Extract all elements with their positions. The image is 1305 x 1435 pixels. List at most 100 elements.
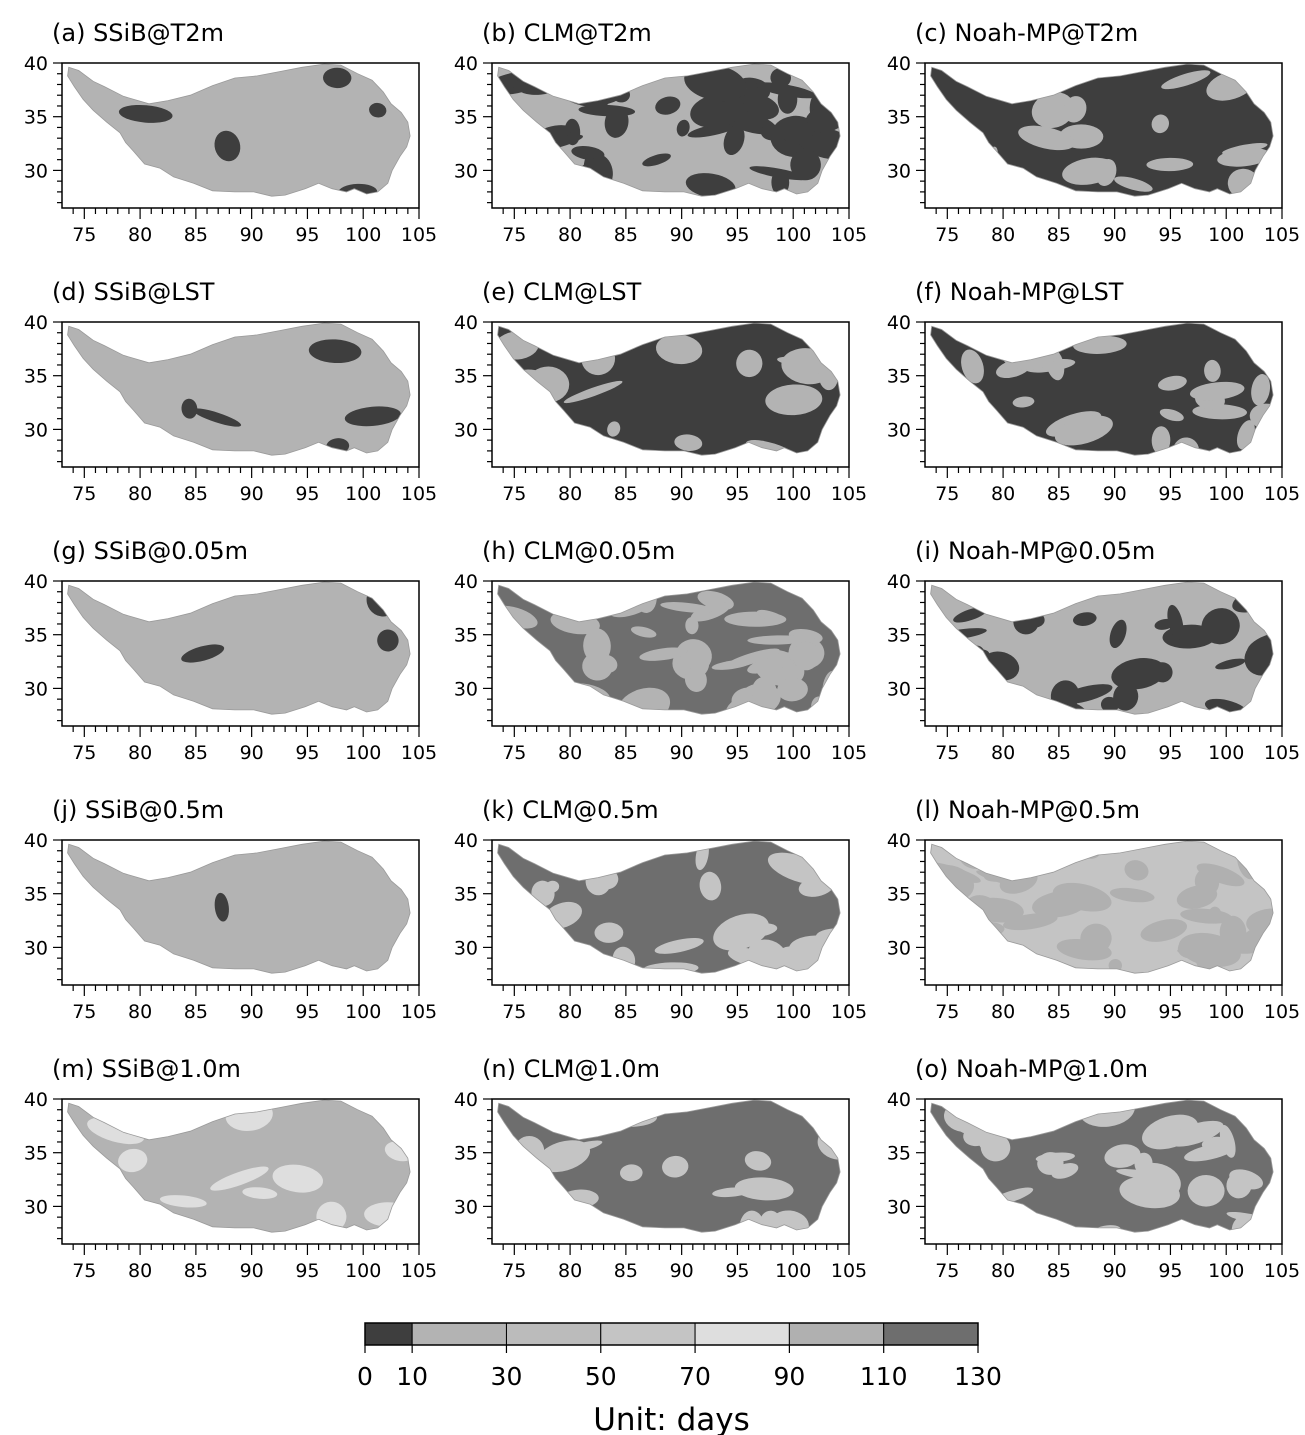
x-tick-label: 100 bbox=[775, 1260, 811, 1282]
x-tick-label: 75 bbox=[502, 224, 526, 246]
field-patch bbox=[1253, 690, 1274, 715]
field-patch bbox=[497, 694, 537, 709]
panel-title: (o) Noah-MP@1.0m bbox=[915, 1055, 1148, 1083]
field-patch bbox=[581, 340, 596, 354]
field-patch bbox=[369, 102, 387, 118]
map-panel: (k) CLM@0.5m 75 80 85 90 95 100 105 40 35 30 bbox=[454, 796, 867, 1023]
field-patch bbox=[1031, 92, 1075, 129]
plateau-outline bbox=[930, 63, 1274, 197]
x-tick-label: 75 bbox=[72, 224, 96, 246]
field-patch bbox=[1159, 408, 1184, 422]
map-field bbox=[67, 1100, 411, 1233]
field-patch bbox=[675, 639, 712, 673]
x-tick-label: 90 bbox=[670, 1260, 694, 1282]
colorbar-bin bbox=[883, 1322, 979, 1346]
x-tick-label: 75 bbox=[72, 742, 96, 764]
field-patch bbox=[727, 947, 772, 967]
field-patch bbox=[308, 339, 362, 364]
y-tick-label: 40 bbox=[454, 830, 478, 852]
field-patch bbox=[734, 1177, 794, 1201]
field-patch bbox=[1054, 415, 1113, 446]
x-tick-label: 100 bbox=[775, 742, 811, 764]
field-patch bbox=[655, 96, 681, 115]
x-tick-label: 85 bbox=[1047, 224, 1071, 246]
y-tick-label: 35 bbox=[454, 884, 478, 906]
field-patch bbox=[1011, 70, 1045, 89]
x-tick-label: 100 bbox=[1208, 742, 1244, 764]
x-tick-label: 75 bbox=[502, 483, 526, 505]
y-tick-label: 40 bbox=[24, 1089, 48, 1111]
x-tick-label: 85 bbox=[184, 1260, 208, 1282]
x-tick-label: 90 bbox=[1103, 742, 1127, 764]
y-tick-label: 30 bbox=[24, 160, 48, 182]
field-patch bbox=[1116, 1168, 1178, 1183]
y-tick-label: 30 bbox=[24, 678, 48, 700]
y-tick-label: 35 bbox=[454, 107, 478, 129]
x-tick-label: 90 bbox=[1103, 483, 1127, 505]
y-tick-label: 35 bbox=[887, 107, 911, 129]
x-tick-label: 90 bbox=[240, 1001, 264, 1023]
field-patch bbox=[769, 1210, 809, 1233]
x-tick-label: 85 bbox=[614, 1260, 638, 1282]
colorbar-tick-label: 10 bbox=[396, 1362, 428, 1391]
field-patch bbox=[1062, 157, 1117, 185]
field-patch bbox=[1201, 608, 1240, 645]
field-patch bbox=[344, 406, 401, 427]
field-patch bbox=[514, 665, 549, 695]
x-tick-label: 105 bbox=[401, 1001, 437, 1023]
x-tick-label: 95 bbox=[1158, 1001, 1182, 1023]
plateau-outline bbox=[497, 1099, 841, 1233]
plateau-outline bbox=[67, 581, 411, 715]
x-tick-label: 90 bbox=[670, 742, 694, 764]
field-patch bbox=[617, 687, 671, 715]
panel-title: (c) Noah-MP@T2m bbox=[915, 19, 1138, 47]
colorbar-frame bbox=[364, 1322, 979, 1346]
field-patch bbox=[1018, 125, 1075, 151]
field-patch bbox=[765, 384, 823, 416]
y-tick-label: 35 bbox=[454, 366, 478, 388]
x-tick-label: 105 bbox=[401, 224, 437, 246]
field-patch bbox=[513, 186, 539, 197]
x-tick-label: 80 bbox=[128, 742, 152, 764]
x-tick-label: 105 bbox=[831, 224, 867, 246]
field-patch bbox=[1208, 906, 1222, 924]
x-tick-label: 75 bbox=[935, 483, 959, 505]
x-tick-label: 100 bbox=[775, 224, 811, 246]
field-patch bbox=[755, 82, 817, 99]
x-tick-label: 85 bbox=[614, 1001, 638, 1023]
x-tick-label: 80 bbox=[128, 483, 152, 505]
field-patch bbox=[1246, 632, 1274, 659]
field-patch bbox=[711, 659, 752, 670]
field-patch bbox=[944, 1177, 965, 1211]
field-patch bbox=[676, 119, 690, 137]
y-tick-label: 30 bbox=[454, 678, 478, 700]
field-patch bbox=[625, 64, 643, 89]
colorbar-bin bbox=[411, 1322, 507, 1346]
map-panel: (h) CLM@0.05m 75 80 85 90 95 100 105 40 35 30 bbox=[454, 537, 867, 764]
colorbar-bin bbox=[505, 1322, 602, 1346]
field-patch bbox=[118, 104, 173, 123]
field-patch bbox=[620, 1164, 643, 1182]
colorbar-tick-label: 70 bbox=[679, 1362, 711, 1391]
colorbar-tick-label: 30 bbox=[491, 1362, 523, 1391]
x-tick-label: 75 bbox=[502, 1001, 526, 1023]
map-field bbox=[497, 582, 841, 715]
x-tick-label: 80 bbox=[128, 224, 152, 246]
field-patch bbox=[1152, 662, 1173, 683]
y-tick-label: 30 bbox=[887, 937, 911, 959]
field-patch bbox=[1215, 658, 1246, 670]
field-patch bbox=[118, 1148, 148, 1173]
x-tick-label: 75 bbox=[502, 1260, 526, 1282]
map-panel: (g) SSiB@0.05m 75 80 85 90 95 100 105 40 35 30 bbox=[24, 537, 437, 764]
x-tick-label: 105 bbox=[1264, 1260, 1300, 1282]
field-patch bbox=[214, 892, 229, 922]
map-panel: (a) SSiB@T2m 75 80 85 90 95 100 105 40 35 30 bbox=[24, 19, 437, 246]
field-patch bbox=[747, 635, 808, 645]
x-tick-label: 80 bbox=[558, 742, 582, 764]
panel-title: (b) CLM@T2m bbox=[482, 19, 652, 47]
map-field bbox=[67, 323, 411, 456]
panel-title: (f) Noah-MP@LST bbox=[915, 278, 1124, 306]
x-tick-label: 80 bbox=[558, 1260, 582, 1282]
field-patch bbox=[192, 408, 242, 427]
x-tick-label: 95 bbox=[725, 224, 749, 246]
